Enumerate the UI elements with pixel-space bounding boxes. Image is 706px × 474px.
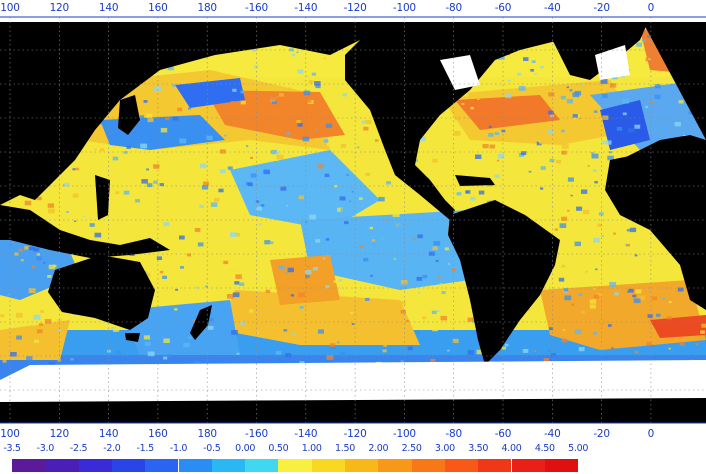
bottom-tick-label: 100 [0, 428, 20, 440]
bottom-tick-label: 120 [49, 428, 70, 440]
legend-scale-label: -1.0 [169, 443, 188, 454]
legend-scale-label: 3.00 [434, 443, 455, 454]
legend-color-swatch [178, 459, 212, 472]
bottom-tick-label: 180 [197, 428, 217, 440]
legend-scale-label: 4.50 [534, 443, 555, 454]
legend-color-swatch [111, 459, 146, 472]
legend-color-swatch [12, 459, 46, 472]
legend-scale-label: 4.00 [501, 443, 522, 454]
top-tick-label: -40 [544, 2, 561, 14]
legend-color-swatch [444, 459, 479, 472]
bottom-tick-label: -40 [544, 428, 561, 440]
bottom-tick-label: 140 [98, 428, 119, 440]
legend-scale-label: -2.5 [69, 443, 88, 454]
top-tick-label: -140 [294, 2, 318, 14]
legend-color-swatch [145, 459, 179, 472]
bottom-tick-label: -160 [244, 428, 269, 440]
top-tick-label: 120 [49, 2, 70, 14]
top-tick-label: 140 [98, 2, 119, 14]
legend-color-swatch [478, 459, 512, 472]
legend-scale-label: -3.0 [36, 443, 55, 454]
bottom-tick-label: -80 [445, 428, 462, 440]
bottom-tick-label: -100 [392, 428, 416, 440]
land-mask [0, 17, 706, 423]
bottom-tick-label: -20 [593, 428, 610, 440]
top-tick-label: 160 [148, 2, 168, 14]
top-tick-label: -80 [445, 2, 462, 14]
legend-scale-label: 2.00 [368, 443, 389, 454]
legend-color-swatch [511, 459, 545, 472]
missing-data-areas [0, 17, 706, 402]
legend-color-swatch [211, 459, 246, 472]
top-tick-label: 0 [647, 2, 655, 14]
legend-scale-label: 3.50 [468, 443, 489, 454]
bottom-tick-label: -60 [494, 428, 512, 440]
legend-scale-label: -0.5 [203, 443, 221, 454]
legend-scale-label: 1.00 [301, 443, 322, 454]
legend-color-swatch [45, 459, 79, 472]
legend-color-swatch [378, 459, 412, 472]
legend-color-swatch [311, 459, 345, 472]
bottom-tick-label: 160 [148, 428, 168, 440]
top-tick-label: -160 [244, 2, 269, 14]
legend-scale-label: -2.0 [103, 443, 121, 454]
bottom-tick-label: 0 [647, 428, 655, 440]
legend-color-swatch [245, 459, 279, 472]
bottom-tick-label: -140 [294, 428, 318, 440]
graticule [0, 17, 706, 423]
top-tick-label: -60 [494, 2, 512, 14]
legend-color-swatch [544, 459, 579, 472]
legend-scale-label: 0.00 [235, 443, 256, 454]
legend-color-swatch [411, 459, 445, 472]
legend-color-swatch [278, 459, 312, 472]
legend-scale-label: 5.00 [568, 443, 589, 454]
top-tick-label: -20 [593, 2, 610, 14]
top-tick-label: 100 [0, 2, 20, 14]
top-tick-label: -120 [343, 2, 367, 14]
top-tick-label: 180 [197, 2, 217, 14]
legend-scale-label: 2.50 [401, 443, 422, 454]
top-tick-label: -100 [392, 2, 416, 14]
legend-scale-label: 1.50 [335, 443, 355, 454]
legend-scale-label: 0.50 [268, 443, 289, 454]
bottom-tick-label: -120 [343, 428, 367, 440]
legend-color-swatch [78, 459, 112, 472]
legend-scale-label: -1.5 [136, 443, 155, 454]
legend-color-swatch [345, 459, 379, 472]
legend-scale-label: -3.5 [3, 443, 21, 454]
